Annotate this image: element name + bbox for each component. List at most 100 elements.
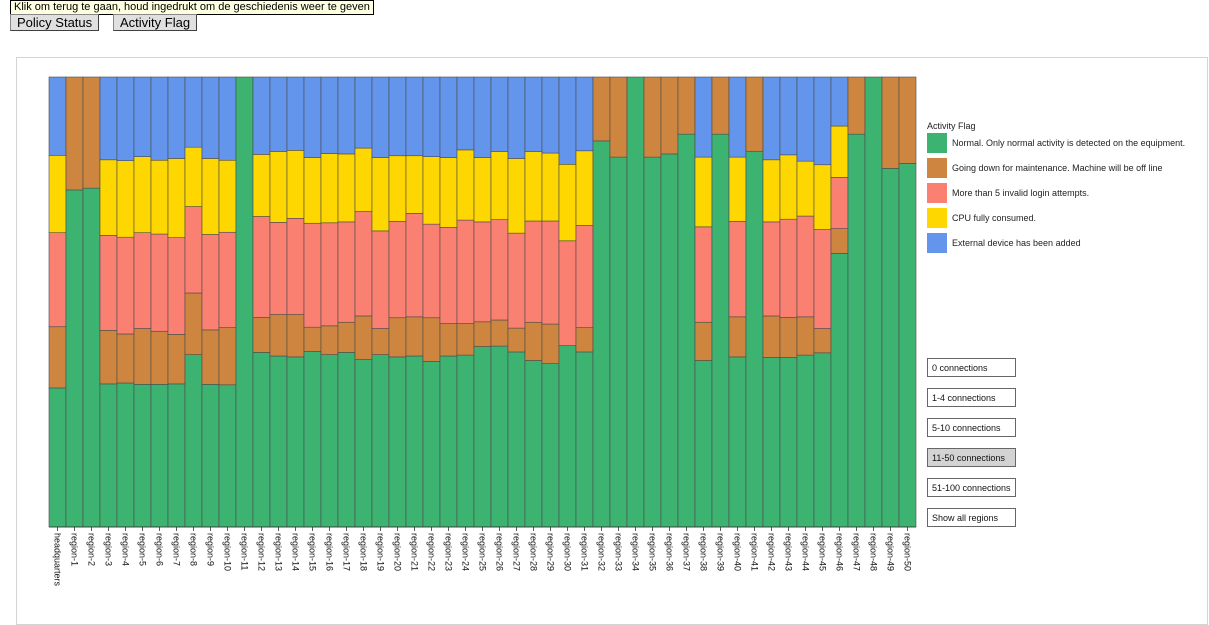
bar-segment-region-14-0[interactable] [286, 356, 305, 528]
bar-segment-region-13-0[interactable] [269, 355, 288, 528]
bar-segment-region-48-0[interactable] [864, 76, 883, 528]
bar-segment-region-45-3[interactable] [813, 164, 832, 230]
bar-segment-region-2-1[interactable] [82, 76, 101, 189]
bar-segment-region-26-4[interactable] [490, 76, 509, 152]
bar-segment-region-5-0[interactable] [133, 384, 152, 528]
bar-segment-region-7-1[interactable] [167, 334, 186, 385]
bar-segment-region-43-1[interactable] [779, 316, 798, 358]
bar-segment-region-40-2[interactable] [728, 221, 747, 318]
bar-segment-region-26-2[interactable] [490, 219, 509, 321]
bar-segment-region-5-3[interactable] [133, 156, 152, 233]
bar-segment-region-26-1[interactable] [490, 319, 509, 347]
bar-segment-region-45-1[interactable] [813, 328, 832, 354]
bar-segment-region-24-1[interactable] [456, 323, 475, 356]
bar-segment-region-16-0[interactable] [320, 354, 339, 528]
bar-segment-region-15-1[interactable] [303, 326, 322, 352]
filter-button[interactable]: 0 connections [927, 358, 1016, 377]
bar-segment-region-6-3[interactable] [150, 159, 169, 235]
bar-segment-region-25-0[interactable] [473, 346, 492, 528]
bar-segment-region-28-1[interactable] [524, 321, 543, 361]
bar-segment-region-10-1[interactable] [218, 327, 237, 386]
bar-segment-region-5-1[interactable] [133, 328, 152, 385]
bar-segment-region-20-2[interactable] [388, 221, 407, 319]
bar-segment-region-8-4[interactable] [184, 76, 203, 148]
bar-segment-region-19-3[interactable] [371, 157, 390, 232]
bar-segment-region-20-4[interactable] [388, 76, 407, 157]
bar-segment-region-27-2[interactable] [507, 232, 526, 329]
bar-segment-region-23-4[interactable] [439, 76, 458, 158]
bar-segment-region-17-1[interactable] [337, 321, 356, 353]
bar-segment-region-39-0[interactable] [711, 133, 730, 528]
bar-segment-region-14-4[interactable] [286, 76, 305, 151]
bar-segment-headquarters-3[interactable] [48, 155, 67, 234]
bar-segment-region-42-3[interactable] [762, 159, 781, 223]
bar-segment-region-25-3[interactable] [473, 157, 492, 223]
filter-button[interactable]: 11-50 connections [927, 448, 1016, 467]
bar-segment-region-47-0[interactable] [847, 133, 866, 528]
bar-segment-region-29-3[interactable] [541, 152, 560, 222]
bar-segment-region-23-3[interactable] [439, 157, 458, 228]
bar-segment-region-25-1[interactable] [473, 321, 492, 347]
bar-segment-region-10-3[interactable] [218, 159, 237, 233]
bar-segment-region-41-0[interactable] [745, 150, 764, 528]
bar-segment-region-32-0[interactable] [592, 140, 611, 528]
bar-segment-region-38-4[interactable] [694, 76, 713, 158]
bar-segment-region-15-3[interactable] [303, 157, 322, 224]
bar-segment-region-8-2[interactable] [184, 206, 203, 294]
bar-segment-region-16-2[interactable] [320, 222, 339, 327]
bar-segment-region-4-0[interactable] [116, 382, 135, 528]
bar-segment-region-43-2[interactable] [779, 218, 798, 318]
bar-segment-region-33-1[interactable] [609, 76, 628, 158]
bar-segment-region-16-3[interactable] [320, 153, 339, 224]
bar-segment-region-23-1[interactable] [439, 323, 458, 357]
bar-segment-region-46-2[interactable] [830, 177, 849, 229]
bar-segment-region-45-4[interactable] [813, 76, 832, 166]
bar-segment-region-29-0[interactable] [541, 363, 560, 528]
bar-segment-region-19-1[interactable] [371, 328, 390, 355]
bar-segment-region-22-4[interactable] [422, 76, 441, 157]
bar-segment-region-9-3[interactable] [201, 158, 220, 235]
bar-segment-region-31-1[interactable] [575, 327, 594, 353]
bar-segment-region-40-0[interactable] [728, 356, 747, 528]
bar-segment-region-30-2[interactable] [558, 240, 577, 346]
bar-segment-region-4-1[interactable] [116, 333, 135, 384]
bar-segment-region-2-0[interactable] [82, 187, 101, 528]
filter-button[interactable]: 1-4 connections [927, 388, 1016, 407]
bar-segment-region-50-0[interactable] [898, 163, 917, 528]
bar-segment-region-26-0[interactable] [490, 345, 509, 528]
bar-segment-region-46-3[interactable] [830, 125, 849, 178]
bar-segment-region-27-1[interactable] [507, 327, 526, 353]
bar-segment-region-18-4[interactable] [354, 76, 373, 149]
bar-segment-region-30-0[interactable] [558, 345, 577, 528]
bar-segment-region-24-4[interactable] [456, 76, 475, 151]
bar-segment-region-42-4[interactable] [762, 76, 781, 161]
bar-segment-region-6-2[interactable] [150, 233, 169, 332]
bar-segment-region-4-4[interactable] [116, 76, 135, 161]
bar-segment-region-38-3[interactable] [694, 156, 713, 228]
bar-segment-region-3-3[interactable] [99, 159, 118, 236]
bar-segment-headquarters-0[interactable] [48, 387, 67, 528]
bar-segment-region-6-1[interactable] [150, 330, 169, 385]
bar-segment-region-3-4[interactable] [99, 76, 118, 161]
bar-segment-region-28-0[interactable] [524, 360, 543, 528]
bar-segment-region-4-3[interactable] [116, 160, 135, 238]
bar-segment-region-36-0[interactable] [660, 153, 679, 528]
bar-segment-region-45-0[interactable] [813, 352, 832, 528]
bar-segment-region-38-0[interactable] [694, 360, 713, 528]
bar-segment-region-37-0[interactable] [677, 133, 696, 528]
bar-segment-region-20-1[interactable] [388, 317, 407, 358]
bar-segment-region-42-1[interactable] [762, 315, 781, 358]
bar-segment-region-16-1[interactable] [320, 325, 339, 355]
bar-segment-headquarters-2[interactable] [48, 232, 67, 328]
bar-segment-region-40-1[interactable] [728, 316, 747, 358]
bar-segment-region-34-0[interactable] [626, 76, 645, 528]
bar-segment-region-10-4[interactable] [218, 76, 237, 161]
bar-segment-region-20-0[interactable] [388, 356, 407, 528]
bar-segment-region-8-3[interactable] [184, 146, 203, 207]
bar-segment-region-13-3[interactable] [269, 151, 288, 223]
filter-button[interactable]: Show all regions [927, 508, 1016, 527]
bar-segment-region-44-0[interactable] [796, 354, 815, 528]
bar-segment-region-47-1[interactable] [847, 76, 866, 135]
bar-segment-region-7-2[interactable] [167, 237, 186, 335]
bar-segment-region-17-2[interactable] [337, 221, 356, 323]
